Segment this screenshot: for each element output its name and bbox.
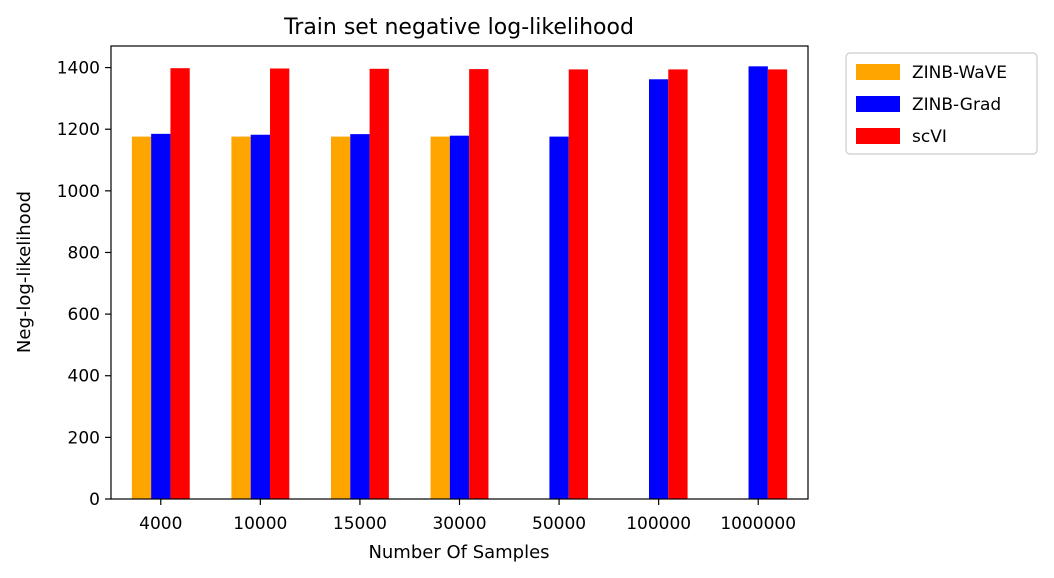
x-tick-label: 30000: [432, 514, 486, 534]
bar-zinb-wave-30000: [430, 136, 450, 499]
y-tick-label: 200: [68, 428, 100, 448]
legend-swatch: [856, 64, 900, 80]
y-tick-label: 1000: [57, 182, 100, 202]
bar-zinb-grad-1000000: [748, 66, 768, 499]
legend-swatch: [856, 96, 900, 112]
x-tick-label: 1000000: [720, 514, 796, 534]
legend-label: ZINB-Grad: [912, 95, 1001, 115]
x-axis: 4000 10000 15000 30000 50000 100000 1000000: [139, 499, 796, 534]
y-tick-label: 0: [89, 490, 100, 510]
bar-zinb-grad-10000: [250, 134, 271, 499]
bar-zinb-wave-15000: [330, 136, 351, 499]
y-tick-label: 600: [68, 305, 100, 325]
y-axis: 0 200 400 600 800 1000 1200 1400: [57, 59, 111, 510]
legend-swatch: [856, 128, 900, 144]
x-tick-label: 50000: [532, 514, 586, 534]
x-tick-label: 10000: [233, 514, 287, 534]
y-axis-label: Neg-log-likelihood: [14, 191, 35, 353]
chart-title: Train set negative log-likelihood: [283, 15, 634, 40]
bar-zinb-wave-10000: [231, 136, 251, 499]
legend-label: ZINB-WaVE: [912, 63, 1007, 83]
bar-zinb-grad-50000: [549, 136, 569, 499]
y-tick-label: 1200: [57, 120, 100, 140]
bar-scvi-4000: [170, 68, 190, 499]
bar-zinb-wave-4000: [131, 136, 152, 499]
bar-scvi-15000: [369, 68, 389, 500]
x-tick-label: 15000: [333, 514, 387, 534]
legend: ZINB-WaVE ZINB-Grad scVI: [845, 52, 1038, 155]
bar-zinb-grad-100000: [648, 79, 669, 499]
bar-scvi-1000000: [767, 69, 788, 500]
plot-area: [110, 45, 809, 500]
y-tick-label: 1400: [57, 59, 100, 79]
bar-zinb-grad-4000: [151, 133, 171, 499]
bar-scvi-100000: [668, 69, 688, 500]
x-tick-label: 4000: [139, 514, 182, 534]
y-tick-label: 400: [68, 367, 100, 387]
x-axis-label: Number Of Samples: [368, 542, 549, 563]
bar-scvi-30000: [469, 69, 489, 500]
x-tick-label: 100000: [626, 514, 691, 534]
bar-zinb-grad-15000: [350, 134, 370, 499]
y-tick-label: 800: [68, 243, 100, 263]
legend-label: scVI: [912, 127, 947, 147]
bar-scvi-50000: [568, 69, 589, 500]
bar-scvi-10000: [270, 68, 290, 499]
bar-zinb-grad-30000: [449, 135, 470, 499]
